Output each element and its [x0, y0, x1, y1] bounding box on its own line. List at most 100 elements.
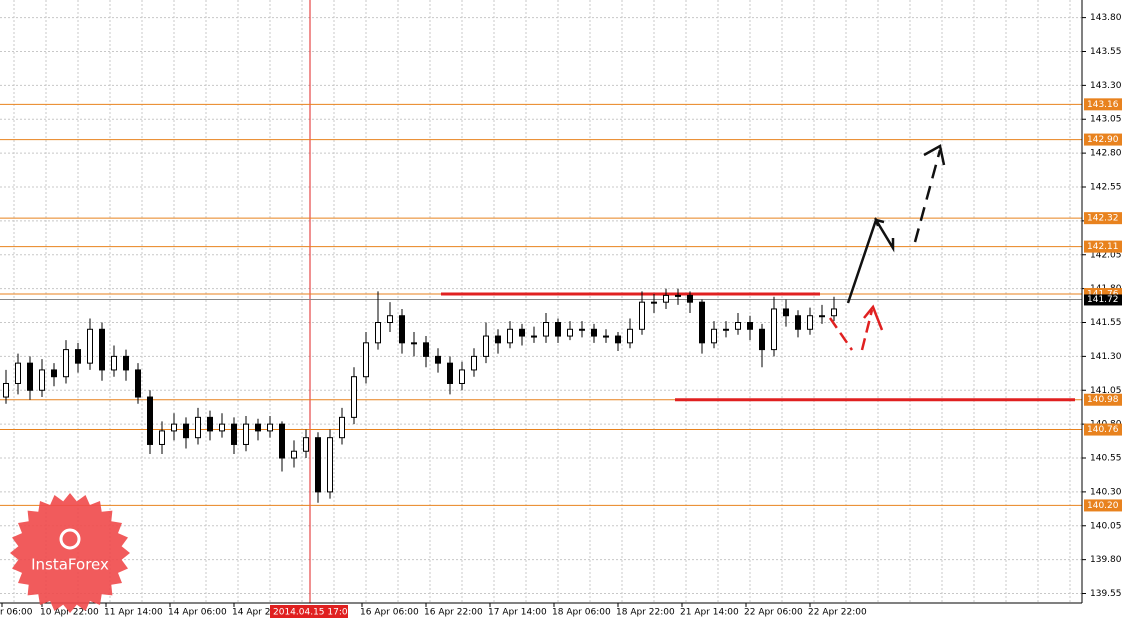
candle-body [111, 355, 117, 371]
candle-body [507, 328, 513, 344]
y-tick-label: 143.55 [1090, 47, 1122, 57]
candle-body [375, 322, 381, 344]
grid [0, 0, 1082, 603]
level-label: 142.32 [1087, 214, 1119, 224]
candle-body [423, 342, 429, 357]
x-tick-label: 22 Apr 06:00 [744, 608, 803, 618]
arrow-head [874, 218, 885, 227]
price-label-bg [1084, 294, 1122, 306]
candle-body [291, 450, 297, 459]
candle-body [471, 355, 477, 371]
candle-body [831, 308, 837, 317]
candle-body [627, 328, 633, 344]
x-tick-label: r 06:00 [0, 608, 33, 618]
candle-body [315, 437, 321, 493]
candle-body [351, 376, 357, 418]
level-label-bg [1084, 499, 1122, 512]
candle-body [75, 349, 81, 364]
x-tick-label: 18 Apr 06:00 [552, 608, 611, 618]
candle-body [747, 322, 753, 330]
level-label: 140.20 [1087, 501, 1119, 511]
level-label: 143.16 [1087, 100, 1119, 110]
logo-icon [59, 528, 81, 550]
arrow-head [863, 304, 884, 331]
candle-body [63, 349, 69, 378]
y-tick-label: 141.30 [1090, 352, 1122, 362]
candle-body [51, 369, 57, 378]
candle-body [39, 369, 45, 391]
level-label-bg [1084, 393, 1122, 406]
candle-body [531, 335, 537, 338]
candle-body [735, 322, 741, 330]
x-tick-label: 10 Apr 22:00 [40, 608, 99, 618]
crosshair-label-bg [270, 605, 348, 618]
y-tick-label: 140.55 [1090, 454, 1122, 464]
candle-body [123, 355, 129, 371]
x-tick-label: 11 Apr 14:00 [104, 608, 163, 618]
candle-body [411, 342, 417, 345]
candle-body [711, 328, 717, 344]
forecast-arrow-up [846, 217, 895, 304]
candle-body [543, 322, 549, 337]
candle-body [699, 301, 705, 344]
arrow-head [923, 144, 946, 166]
candle-body [15, 362, 21, 384]
candle-body [339, 416, 345, 439]
candle-body [159, 430, 165, 445]
logo: InstaForex [10, 493, 130, 613]
candle-body [27, 362, 33, 391]
x-tick-label: 16 Apr 22:00 [424, 608, 483, 618]
candle-body [795, 315, 801, 330]
level-label-bg [1084, 423, 1122, 436]
candle-body [3, 382, 9, 398]
level-label: 142.11 [1087, 242, 1119, 252]
candle-body [591, 328, 597, 337]
y-tick-label: 142.05 [1090, 250, 1122, 260]
logo-text: InstaForex [31, 556, 109, 574]
y-tick-label: 143.30 [1090, 81, 1122, 91]
level-label: 142.90 [1087, 135, 1119, 145]
y-tick-label: 140.30 [1090, 487, 1122, 497]
candle-body [243, 423, 249, 445]
y-tick-label: 139.80 [1090, 555, 1122, 565]
level-label-bg [1084, 133, 1122, 146]
candle-body [771, 308, 777, 351]
level-label: 140.76 [1087, 425, 1119, 435]
candle-body [399, 315, 405, 344]
candle-body [723, 328, 729, 331]
candle-body [231, 423, 237, 445]
price-label: 141.72 [1087, 295, 1119, 305]
level-label: 140.98 [1087, 395, 1119, 405]
candle-body [759, 328, 765, 351]
candle-body [519, 328, 525, 337]
x-tick-label: 22 Apr 22:00 [808, 608, 867, 618]
candle-body [219, 423, 225, 432]
candle-body [651, 301, 657, 304]
y-tick-label: 139.55 [1090, 589, 1122, 599]
candle-body [675, 294, 681, 297]
candle-body [783, 308, 789, 317]
candle-body [579, 328, 585, 331]
candle-body [387, 315, 393, 324]
level-label-bg [1084, 240, 1122, 253]
forecast-arrow-down [828, 317, 854, 351]
candle-body [255, 423, 261, 432]
candle-body [267, 423, 273, 432]
candle-body [99, 328, 105, 371]
y-tick-label: 141.55 [1090, 318, 1122, 328]
level-label-bg [1084, 98, 1122, 111]
forecast-arrow-dashed [913, 149, 942, 243]
candle-body [615, 335, 621, 344]
x-tick-label: 14 Apr 06:00 [168, 608, 227, 618]
candle-body [363, 342, 369, 378]
candle-body [687, 294, 693, 303]
candle-body [183, 423, 189, 439]
y-tick-label: 142.80 [1090, 149, 1122, 159]
forecast-arrows [828, 144, 946, 351]
candle-body [447, 362, 453, 384]
x-tick-label: 16 Apr 06:00 [360, 608, 419, 618]
candle-body [435, 355, 441, 364]
x-tick-label: 17 Apr 14:00 [488, 608, 547, 618]
y-tick-label: 142.55 [1090, 182, 1122, 192]
